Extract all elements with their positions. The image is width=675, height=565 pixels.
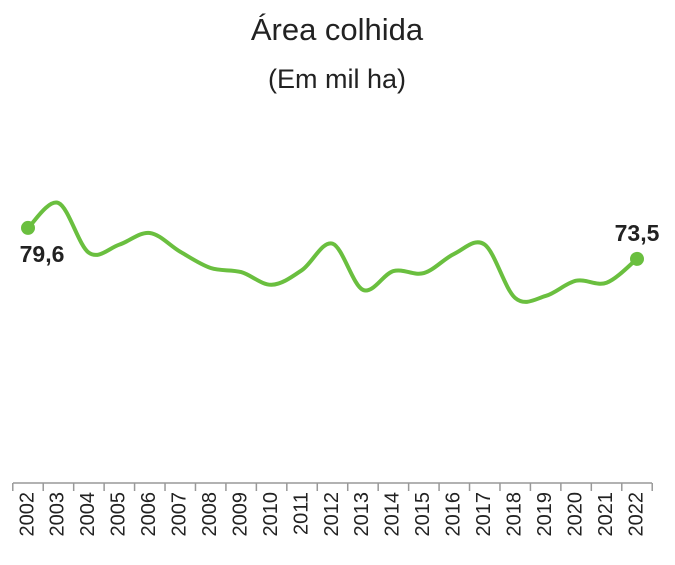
x-tick-label: 2019 [534,492,556,537]
data-label: 79,6 [20,241,65,267]
x-tick-label: 2009 [229,492,251,537]
x-tick-label: 2011 [290,492,312,535]
point [630,251,644,266]
x-tick-label: 2004 [77,492,99,537]
x-tick-label: 2015 [412,492,434,537]
x-tick-label: 2008 [199,492,221,537]
x-tick-label: 2006 [138,492,160,537]
line [26,200,639,304]
x-tick-label: 2018 [503,492,525,537]
x-tick-label: 2005 [108,492,130,537]
chart-subtitle: (Em mil ha) [268,64,406,94]
point [21,220,35,235]
x-tick-label: 2007 [169,492,191,537]
x-tick-label: 2010 [260,492,282,537]
x-tick-label: 2017 [473,492,495,537]
x-tick-label: 2003 [47,492,69,537]
x-tick-label: 2021 [595,492,617,537]
chart-title: Área colhida [251,12,424,47]
x-tick-label: 2014 [382,492,404,537]
x-tick-label: 2022 [625,492,647,537]
x-tick-label: 2020 [564,492,586,537]
x-tick-label: 2012 [321,492,343,537]
data-label: 73,5 [615,220,660,246]
x-tick-label: 2013 [351,492,373,537]
x-tick-label: 2002 [16,492,38,537]
x-tick-label: 2016 [443,492,465,537]
